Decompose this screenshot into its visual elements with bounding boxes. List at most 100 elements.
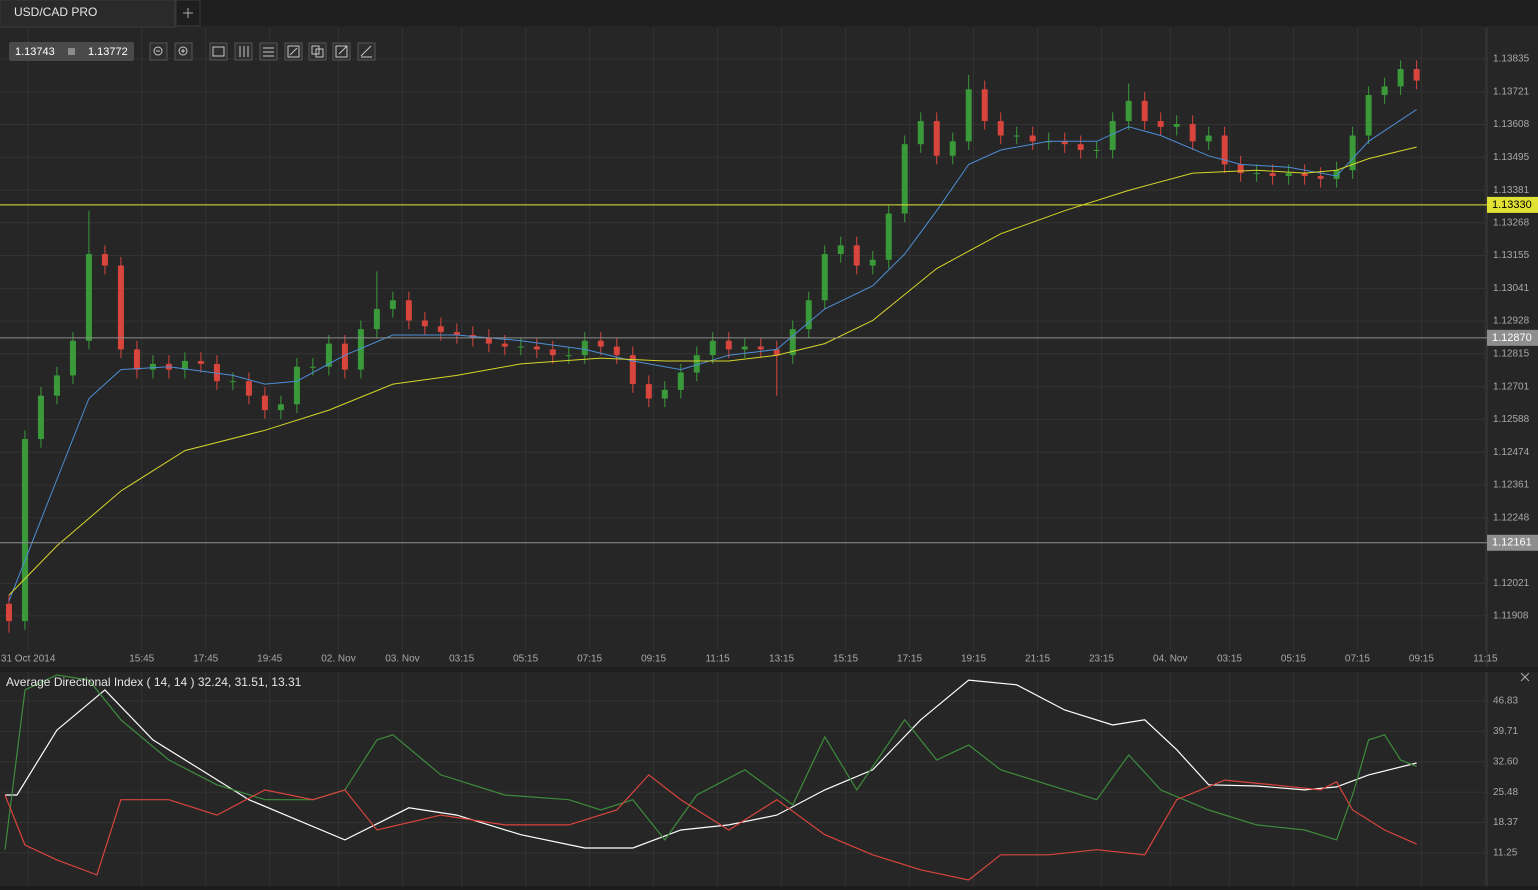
x-tick-label: 13:15	[769, 654, 794, 665]
candle-body	[485, 337, 492, 344]
x-tick-label: 17:15	[897, 654, 922, 665]
candle-body	[645, 384, 652, 399]
candle-body	[1253, 173, 1260, 175]
copy-button[interactable]	[308, 42, 327, 61]
candle-body	[85, 254, 92, 341]
candle-body	[245, 381, 252, 396]
candle-body	[421, 320, 428, 327]
candle-body	[821, 254, 828, 301]
x-tick-label: 17:45	[193, 654, 218, 665]
y-tick-label: 1.13608	[1493, 119, 1530, 130]
draw-button[interactable]	[357, 42, 376, 61]
candle-body	[1349, 135, 1356, 171]
y-tick-label: 1.13721	[1493, 87, 1530, 98]
candle-body	[37, 395, 44, 440]
line-series	[4, 774, 1417, 881]
candle-body	[357, 329, 364, 370]
candle-body	[1413, 69, 1420, 81]
x-tick-label: 21:15	[1025, 654, 1050, 665]
candle-body	[69, 340, 76, 376]
y-tick-label: 1.12815	[1493, 348, 1530, 359]
price-level-tag	[1487, 534, 1538, 551]
ask-price: 1.13772	[88, 46, 128, 58]
candle-body	[229, 381, 236, 383]
candle-body	[341, 343, 348, 370]
y-tick-label: 1.13381	[1493, 185, 1530, 196]
x-tick-label: 05:15	[513, 654, 538, 665]
y-tick-label: 1.12248	[1493, 512, 1530, 523]
tab-bar	[0, 0, 1538, 26]
candle-body	[837, 245, 844, 255]
candle-body	[501, 343, 508, 347]
candle-body	[405, 300, 412, 321]
y-tick-label: 1.13495	[1493, 152, 1530, 163]
candle-body	[773, 349, 780, 356]
x-tick-label: 07:15	[577, 654, 602, 665]
price-level-label: 1.12161	[1492, 537, 1532, 549]
y-tick-label: 39.71	[1493, 726, 1518, 737]
candle-body	[517, 346, 524, 348]
candle-body	[1221, 135, 1228, 165]
candle-body	[373, 308, 380, 330]
candle-body	[1365, 95, 1372, 136]
panel-divider	[0, 667, 1538, 672]
candle-body	[597, 340, 604, 347]
candle-body	[1173, 123, 1180, 127]
price-level-tag	[1487, 329, 1538, 346]
x-tick-label: 03. Nov	[385, 654, 419, 665]
x-tick-label: 02. Nov	[321, 654, 355, 665]
quote-box[interactable]	[9, 42, 134, 61]
y-tick-label: 1.12361	[1493, 480, 1530, 491]
candle-body	[389, 300, 396, 309]
candle-body	[629, 355, 636, 385]
candle-body	[949, 141, 956, 156]
candle-body	[661, 389, 668, 399]
candle-body	[133, 349, 140, 370]
x-tick-label: 07:15	[1345, 654, 1370, 665]
scrollbar	[0, 886, 1538, 890]
candle-body	[437, 326, 444, 333]
line-series	[4, 674, 1417, 850]
zoom-in-button[interactable]	[174, 42, 193, 61]
candle-body	[117, 265, 124, 350]
candle-body	[293, 366, 300, 405]
price-level-tag	[1487, 196, 1538, 213]
y-tick-label: 1.12474	[1493, 447, 1530, 458]
candle-body	[213, 363, 220, 382]
candle-body	[709, 340, 716, 356]
expand-button[interactable]	[284, 42, 303, 61]
zoom-out-button[interactable]	[149, 42, 168, 61]
x-tick-label: 19:15	[961, 654, 986, 665]
y-tick-label: 1.12588	[1493, 414, 1530, 425]
chart-type-button[interactable]	[234, 42, 253, 61]
candle-body	[933, 121, 940, 156]
candle-body	[805, 300, 812, 330]
y-tick-label: 1.12021	[1493, 578, 1530, 589]
candle-body	[309, 366, 316, 368]
indicators-button[interactable]	[259, 42, 278, 61]
candle-body	[901, 144, 908, 214]
x-tick-label: 09:15	[1409, 654, 1434, 665]
candle-body	[1381, 86, 1388, 96]
candle-body	[885, 213, 892, 260]
candle-body	[1397, 69, 1404, 87]
candle-body	[1301, 173, 1308, 176]
tab[interactable]	[0, 0, 176, 28]
y-tick-label: 11.25	[1493, 848, 1518, 859]
x-tick-label: 09:15	[641, 654, 666, 665]
timeframe-button[interactable]	[209, 42, 228, 61]
y-tick-label: 25.48	[1493, 787, 1518, 798]
price-level-label: 1.12870	[1492, 332, 1532, 344]
close-indicator-button[interactable]	[1520, 672, 1530, 682]
candle-body	[277, 404, 284, 411]
candle-body	[1269, 173, 1276, 176]
new-tab-button[interactable]	[175, 0, 201, 27]
candle-body	[1013, 135, 1020, 137]
edit-button[interactable]	[332, 42, 351, 61]
y-tick-label: 1.13041	[1493, 283, 1530, 294]
candle-body	[565, 355, 572, 357]
indicator-title: Average Directional Index ( 14, 14 ) 32.…	[6, 675, 302, 689]
